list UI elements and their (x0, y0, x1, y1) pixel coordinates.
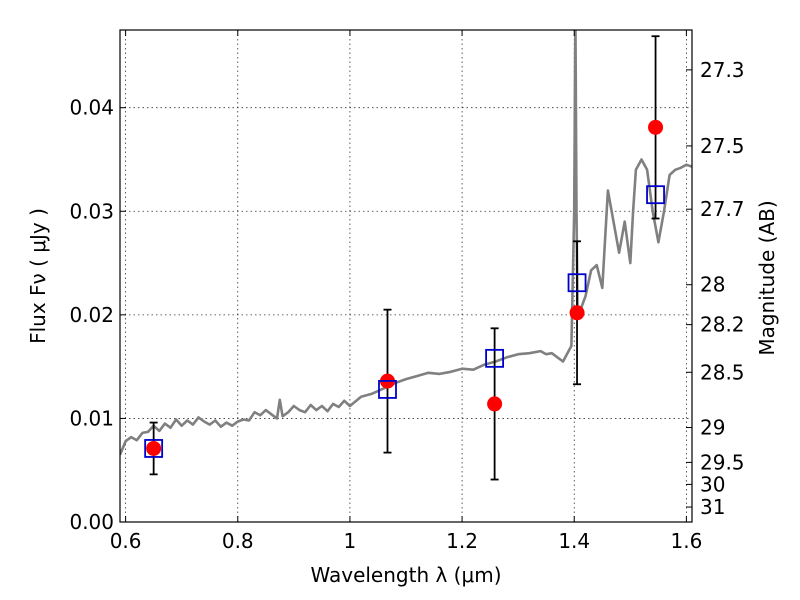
model-square (646, 185, 665, 205)
y-tick-label: 0.04 (69, 96, 114, 120)
flux-point (569, 305, 585, 321)
y2-tick-label: 30 (700, 472, 725, 496)
x-tick-label: 0.6 (110, 529, 142, 553)
grid-lines (120, 30, 692, 523)
plot-frame (119, 29, 693, 523)
y-tick-label: 0.00 (69, 510, 114, 534)
x-axis-tick-labels: 0.6 0.8 1 1.2 1.4 1.6 (110, 529, 703, 553)
y2-tick-label: 29.5 (700, 450, 745, 474)
y-axis-tick-labels: 0.00 0.01 0.02 0.03 0.04 (69, 96, 114, 534)
axis-ticks (120, 30, 692, 523)
y-axis-title: Flux Fν ( μJy ) (26, 208, 50, 344)
y-tick-label: 0.01 (69, 406, 114, 430)
y-tick-label: 0.03 (69, 199, 114, 223)
model-square (144, 439, 164, 458)
x-tick-label: 1.2 (446, 529, 478, 553)
flux-point (648, 119, 664, 135)
y-tick-label: 0.02 (69, 303, 114, 327)
model-flux-squares (144, 185, 665, 458)
model-spectrum-line (120, 30, 692, 456)
x-axis-title: Wavelength λ (μm) (310, 563, 501, 587)
y2-tick-label: 28.5 (700, 360, 745, 384)
y2-tick-label: 27.7 (700, 197, 745, 221)
x-tick-label: 1.6 (670, 529, 702, 553)
y2-tick-label: 28.2 (700, 313, 745, 337)
model-square (485, 348, 505, 368)
y2-tick-label: 29 (700, 416, 725, 440)
x-tick-label: 1 (344, 529, 357, 553)
y2-tick-label: 27.3 (700, 58, 745, 82)
x-tick-label: 1.4 (558, 529, 590, 553)
spectrum-line (120, 30, 692, 456)
y2-axis-title: Magnitude (AB) (755, 200, 779, 355)
model-square (567, 273, 587, 293)
model-square (378, 380, 397, 399)
x-tick-label: 0.8 (222, 529, 254, 553)
flux-point (146, 440, 162, 456)
y2-tick-label: 27.5 (700, 134, 745, 158)
y2-tick-label: 31 (700, 495, 725, 519)
y2-tick-label: 28 (700, 273, 725, 297)
flux-point (487, 396, 503, 412)
